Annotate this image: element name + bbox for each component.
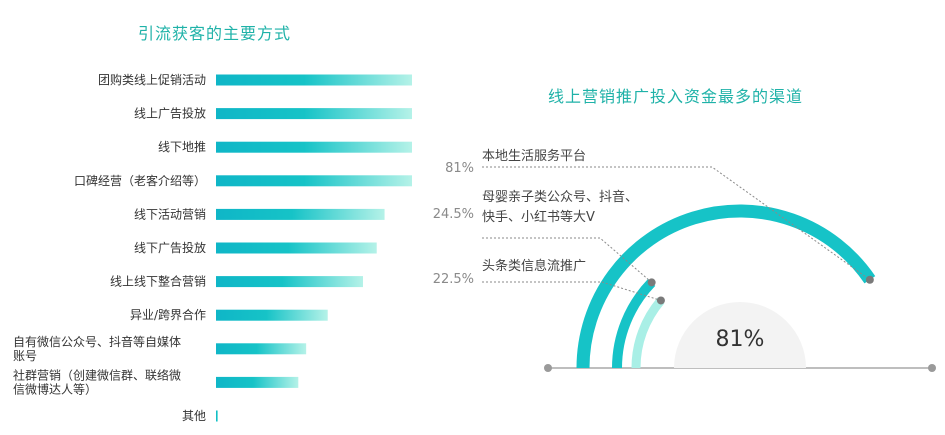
radial-chart: 81% 81% 24.5% 22.5% 本地生活服务平台母婴亲子类公众号、抖音、快手、小… <box>433 148 936 372</box>
leader-line-0 <box>482 166 871 281</box>
category-label-9-line-0: 社群营销（创建微信群、联络微 <box>13 367 181 382</box>
category-label-7: 异业/跨界合作 <box>130 307 206 322</box>
arc-end-marker-2 <box>656 296 665 305</box>
baseline-start-dot <box>544 364 552 372</box>
series-label-0: 本地生活服务平台 <box>482 148 586 164</box>
bar-7 <box>216 309 328 321</box>
bar-5 <box>216 242 377 254</box>
series-label-1-line-0: 母婴亲子类公众号、抖音、 <box>482 189 638 205</box>
right-chart-title: 线上营销推广投入资金最多的渠道 <box>548 87 804 106</box>
category-label-8-line-0: 自有微信公众号、抖音等自媒体 <box>13 334 181 349</box>
left-chart-title: 引流获客的主要方式 <box>138 24 292 43</box>
category-label-1: 线上广告投放 <box>134 106 206 121</box>
bar-0 <box>216 74 412 86</box>
category-label-2: 线下地推 <box>158 140 206 154</box>
value-label-2: 22.5% <box>433 272 474 287</box>
bar-2 <box>216 141 412 153</box>
bar-1 <box>216 108 412 120</box>
category-label-5: 线下广告投放 <box>134 240 206 255</box>
center-value-label: 81% <box>716 327 765 352</box>
series-label-1-line-1: 快手、小红书等大V <box>482 209 595 225</box>
bar-6 <box>216 276 363 288</box>
arc-end-marker-0 <box>865 275 874 284</box>
bar-8 <box>216 343 307 355</box>
bar-10 <box>216 410 218 422</box>
bar-3 <box>216 175 412 187</box>
category-label-8-line-1: 账号 <box>13 349 37 363</box>
baseline-end-dot <box>928 364 936 372</box>
series-label-2: 头条类信息流推广 <box>482 258 586 274</box>
bar-4 <box>216 208 385 220</box>
value-label-1: 24.5% <box>433 207 474 222</box>
arc-end-marker-1 <box>647 278 656 287</box>
arc-series-0 <box>576 204 876 369</box>
category-label-0: 团购类线上促销活动 <box>98 72 206 87</box>
category-label-10: 其他 <box>182 409 206 423</box>
leader-line-1 <box>482 237 652 283</box>
arc-series-1 <box>612 278 656 369</box>
category-label-9-line-1: 信微博达人等） <box>13 381 97 396</box>
bar-9 <box>216 376 299 388</box>
arc-series-2 <box>631 297 665 369</box>
category-label-3: 口碑经营（老客介绍等） <box>74 173 206 188</box>
leader-line-2 <box>482 281 662 301</box>
center-disk <box>674 302 806 368</box>
category-label-6: 线上线下整合营销 <box>110 274 206 289</box>
category-label-4: 线下活动营销 <box>134 207 206 221</box>
value-label-0: 81% <box>445 161 474 176</box>
